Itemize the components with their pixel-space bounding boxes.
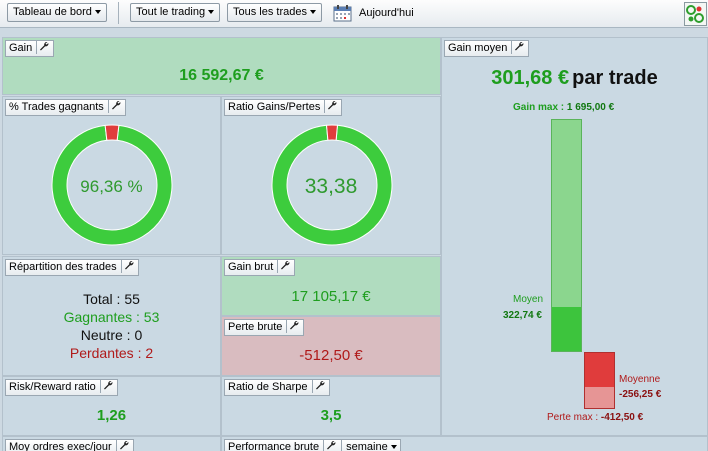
trades-gagnants-value: 96,36 % [80, 177, 143, 196]
wrench-icon[interactable] [511, 40, 525, 55]
gain-moyen-title: Gain moyen [448, 42, 508, 54]
wrench-icon[interactable] [120, 259, 135, 274]
moy-ordres-panel-title: Moy ordres exec/jour [5, 439, 134, 451]
wrench-icon[interactable] [324, 99, 338, 114]
risk-reward-title: Risk/Reward ratio [9, 381, 96, 393]
chevron-down-icon [309, 10, 316, 15]
wrench-icon[interactable] [323, 439, 337, 451]
sharpe-value: 3,5 [320, 407, 342, 424]
wrench-icon[interactable] [99, 379, 114, 394]
repartition-total: Total : 55 [83, 291, 140, 307]
wrench-icon[interactable] [277, 259, 291, 274]
gain-max-value: 1 695,00 € [566, 102, 615, 113]
perte-max-label: Perte max : [547, 412, 601, 423]
perte-max-caption: Perte max : -412,50 € [547, 412, 643, 423]
perte-brute-value: -512,50 € [299, 347, 363, 364]
chevron-down-icon [94, 10, 101, 15]
gain-moyen-headline: 301,68 € par trade [442, 67, 707, 90]
gain-brut-panel-title: Gain brut [224, 259, 296, 276]
repartition-panel-title: Répartition des trades [5, 259, 139, 276]
win-rate-donut [51, 124, 173, 246]
wrench-icon[interactable] [115, 439, 130, 451]
dashboard-dropdown[interactable]: Tableau de bord [7, 3, 107, 22]
ratio-gains-pertes-panel-title: Ratio Gains/Pertes [224, 99, 343, 116]
trades-gagnants-panel: % Trades gagnants 96,36 % [2, 96, 221, 255]
gain-moyen-suffix: par trade [572, 67, 658, 89]
gain-brut-title: Gain brut [228, 261, 274, 273]
gain-panel: Gain 16 592,67 € [2, 37, 441, 95]
repartition-perdantes: Perdantes : 2 [69, 345, 154, 361]
trading-filter-label: Tout le trading [136, 6, 206, 18]
wrench-icon[interactable] [107, 99, 122, 114]
wrench-icon[interactable] [286, 319, 300, 334]
repartition-neutre: Neutre : 0 [80, 327, 143, 343]
ratio-gains-pertes-panel: Ratio Gains/Pertes 33,38 [221, 96, 441, 255]
risk-reward-panel-title: Risk/Reward ratio [5, 379, 118, 396]
repartition-panel: Répartition des trades Total : 55 Gagnan… [2, 256, 221, 376]
trading-filter-dropdown[interactable]: Tout le trading [130, 3, 221, 22]
chevron-down-icon [390, 445, 397, 450]
moy-ordres-title: Moy ordres exec/jour [9, 441, 112, 451]
calendar-icon [333, 5, 352, 22]
win-rate-win-arc [51, 124, 173, 246]
repartition-gagnantes: Gagnantes : 53 [63, 309, 160, 325]
gain-moyen-bar [552, 307, 581, 351]
gain-moyen-panel: Gain moyen 301,68 € par trade Gain max :… [441, 37, 708, 436]
gain-title: Gain [9, 42, 33, 54]
gain-value: 16 592,67 € [179, 67, 264, 84]
gain-max-label: Gain max : [513, 102, 567, 113]
ratio-loss-arc [325, 124, 339, 141]
gain-moyen-value: 301,68 € [491, 67, 570, 89]
perte-brute-panel: Perte brute -512,50 € [221, 316, 441, 376]
perte-brute-title: Perte brute [228, 321, 283, 333]
ratio-donut [271, 124, 393, 246]
perf-brute-panel: Performance brute semaine [221, 436, 708, 451]
gain-max-caption: Gain max : 1 695,00 € [513, 102, 614, 113]
sharpe-panel: Ratio de Sharpe 3,5 [221, 376, 441, 436]
perte-moyenne-bar [585, 353, 614, 387]
period-dropdown[interactable]: semaine [341, 440, 397, 451]
dashboard-dropdown-label: Tableau de bord [13, 6, 92, 18]
moyen-label: Moyen [513, 294, 544, 305]
toolbar: Tableau de bord Tout le trading Tous les… [0, 0, 708, 28]
wrench-icon[interactable] [311, 379, 326, 394]
moyen-value: 322,74 € [503, 310, 542, 321]
sharpe-panel-title: Ratio de Sharpe [224, 379, 330, 396]
wrench-icon[interactable] [36, 40, 50, 55]
ratio-win-arc [271, 124, 393, 246]
win-rate-loss-arc [104, 124, 120, 141]
trades-filter-dropdown[interactable]: Tous les trades [227, 3, 322, 22]
trades-filter-label: Tous les trades [233, 6, 307, 18]
gain-moyen-panel-title: Gain moyen [444, 40, 530, 57]
trades-gagnants-panel-title: % Trades gagnants [5, 99, 126, 116]
risk-reward-value: 1,26 [96, 407, 127, 424]
gain-panel-title: Gain [5, 40, 55, 57]
ratio-gains-pertes-value: 33,38 [304, 175, 358, 198]
repartition-title: Répartition des trades [9, 261, 117, 273]
perte-brute-panel-title: Perte brute [224, 319, 305, 336]
perf-brute-title: Performance brute [228, 441, 320, 451]
toolbar-separator [118, 2, 119, 24]
moyenne-label: Moyenne [619, 374, 661, 385]
perte-max-value: -412,50 € [600, 412, 644, 423]
risk-reward-panel: Risk/Reward ratio 1,26 [2, 376, 221, 436]
moy-ordres-panel: Moy ordres exec/jour [2, 436, 221, 451]
trades-gagnants-title: % Trades gagnants [9, 101, 104, 113]
gain-brut-panel: Gain brut 17 105,17 € [221, 256, 441, 316]
period-label: semaine [346, 441, 388, 451]
ratio-gains-pertes-title: Ratio Gains/Pertes [228, 101, 321, 113]
dashboard-settings-icon[interactable] [684, 2, 707, 26]
perf-brute-panel-title: Performance brute semaine [224, 439, 401, 451]
sharpe-title: Ratio de Sharpe [228, 381, 308, 393]
today-label: Aujourd'hui [359, 7, 414, 19]
gain-brut-value: 17 105,17 € [291, 288, 371, 305]
moyenne-value: -256,25 € [619, 389, 662, 400]
chevron-down-icon [208, 10, 215, 15]
today-button[interactable]: Aujourd'hui [333, 4, 423, 22]
